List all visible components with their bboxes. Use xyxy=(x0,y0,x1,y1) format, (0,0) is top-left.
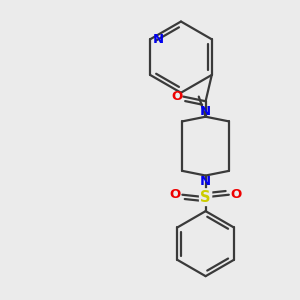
Text: N: N xyxy=(200,105,211,118)
Text: S: S xyxy=(200,190,211,205)
Text: O: O xyxy=(231,188,242,201)
Text: N: N xyxy=(152,33,164,46)
Text: N: N xyxy=(200,175,211,188)
Text: S: S xyxy=(200,190,211,205)
Text: O: O xyxy=(169,188,181,201)
Text: O: O xyxy=(171,90,182,103)
